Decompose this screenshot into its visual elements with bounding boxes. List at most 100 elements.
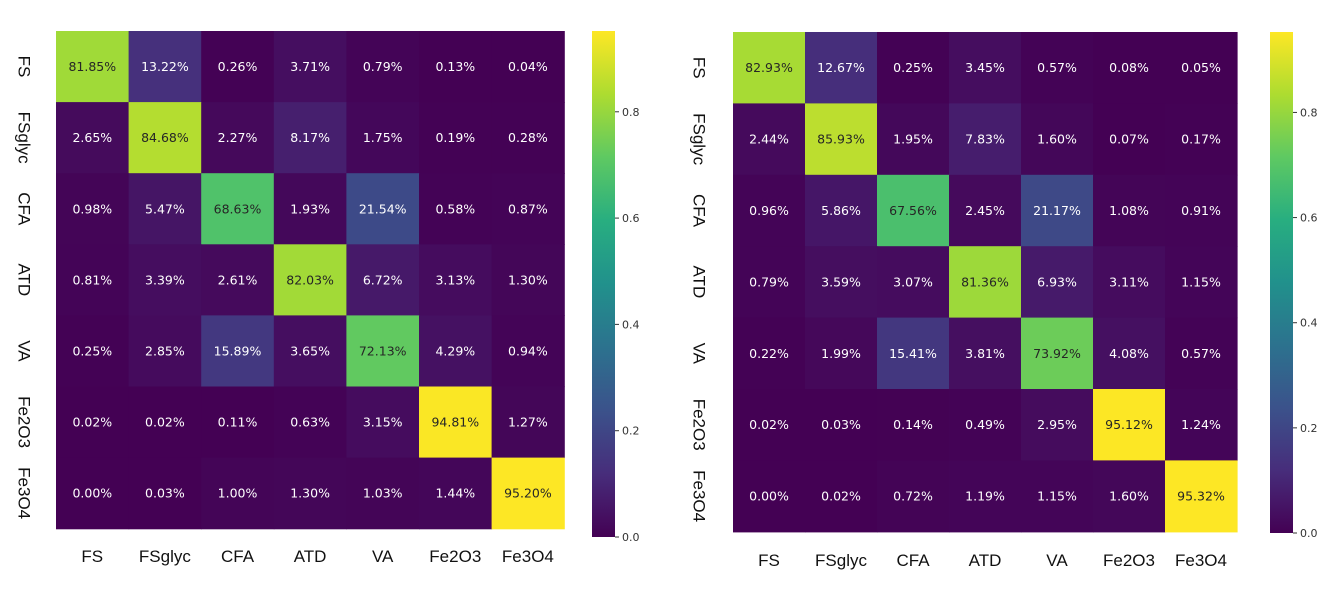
- heatmap-cell: [201, 315, 275, 388]
- cell-value-label: 95.12%: [1105, 417, 1153, 432]
- heatmap-cell: [491, 386, 565, 459]
- heatmap-cell: [1021, 32, 1094, 104]
- cell-value-label: 1.95%: [893, 132, 933, 147]
- cell-value-label: 0.02%: [145, 415, 185, 430]
- heatmap-cell: [419, 315, 493, 388]
- heatmap-cell: [877, 103, 950, 176]
- cell-value-label: 94.81%: [431, 415, 479, 430]
- cell-value-label: 0.13%: [435, 59, 475, 74]
- x-tick-label: FS: [758, 551, 780, 570]
- cell-value-label: 1.27%: [508, 415, 548, 430]
- cell-value-label: 1.24%: [1181, 417, 1221, 432]
- heatmap-cell: [1021, 317, 1094, 390]
- heatmap-cell: [805, 389, 878, 461]
- colorbar-tick-label: 0.4: [1300, 317, 1318, 330]
- cell-value-label: 0.58%: [435, 201, 475, 216]
- heatmap-cell: [1093, 317, 1166, 390]
- cell-value-label: 82.93%: [745, 60, 793, 75]
- heatmap-cell: [1093, 246, 1166, 319]
- cell-value-label: 0.04%: [508, 59, 548, 74]
- cell-value-label: 3.11%: [1109, 274, 1149, 289]
- y-tick-label: Fe3O4: [15, 467, 34, 519]
- heatmap-cell: [128, 31, 202, 103]
- cell-value-label: 2.61%: [218, 272, 258, 287]
- heatmap-cell: [1093, 174, 1166, 247]
- cell-value-label: 3.15%: [363, 415, 403, 430]
- heatmap-cell: [56, 102, 130, 174]
- cell-value-label: 68.63%: [214, 201, 262, 216]
- heatmap-cell: [805, 103, 878, 176]
- colorbar-tick-label: 0.0: [1300, 527, 1318, 540]
- cell-value-label: 0.17%: [1181, 132, 1221, 147]
- heatmap-cell: [346, 315, 420, 388]
- colorbar-tick-label: 0.4: [622, 318, 640, 331]
- heatmap-cell: [949, 389, 1022, 461]
- cell-value-label: 0.79%: [749, 274, 789, 289]
- cell-value-label: 95.20%: [504, 486, 552, 501]
- y-tick-label: ATD: [15, 263, 34, 296]
- cell-value-label: 0.00%: [749, 489, 789, 504]
- heatmap-cell: [733, 32, 806, 104]
- x-tick-label: CFA: [896, 551, 930, 570]
- cell-value-label: 3.59%: [821, 274, 861, 289]
- heatmap-cell: [1165, 460, 1238, 533]
- cell-value-label: 1.08%: [1109, 203, 1149, 218]
- heatmap-cell: [949, 246, 1022, 319]
- heatmap-cell: [733, 174, 806, 247]
- y-tick-label: VA: [690, 343, 709, 365]
- cell-value-label: 3.39%: [145, 272, 185, 287]
- cell-value-label: 2.44%: [749, 132, 789, 147]
- heatmap-cell: [805, 32, 878, 104]
- heatmap-cell: [1021, 174, 1094, 247]
- heatmap-cell: [1021, 460, 1094, 533]
- heatmap-cell: [201, 244, 275, 316]
- heatmap-cell: [733, 317, 806, 390]
- heatmap-cell: [877, 246, 950, 319]
- cell-value-label: 0.57%: [1181, 346, 1221, 361]
- heatmap-cell: [201, 457, 275, 530]
- heatmap-cell: [1165, 317, 1238, 390]
- heatmap-cell: [805, 174, 878, 247]
- heatmap-cell: [273, 244, 347, 316]
- heatmap-cell: [877, 460, 950, 533]
- heatmap-cell: [1021, 103, 1094, 176]
- heatmap-cell: [201, 386, 275, 459]
- heatmap-cell: [805, 460, 878, 533]
- heatmap-cell: [201, 102, 275, 174]
- heatmap-cell: [273, 31, 347, 103]
- cell-value-label: 0.72%: [893, 489, 933, 504]
- heatmap-cell: [1165, 32, 1238, 104]
- cell-value-label: 0.08%: [1109, 60, 1149, 75]
- cell-value-label: 0.02%: [821, 489, 861, 504]
- cell-value-label: 1.15%: [1037, 489, 1077, 504]
- x-tick-label: VA: [372, 547, 394, 566]
- heatmap-cell: [1165, 389, 1238, 461]
- colorbar-tick-label: 0.6: [1300, 212, 1318, 225]
- heatmap-cell: [419, 244, 493, 316]
- cell-value-label: 0.02%: [72, 415, 112, 430]
- cell-value-label: 81.36%: [961, 274, 1009, 289]
- heatmap-cell: [491, 173, 565, 245]
- x-tick-label: FSglyc: [139, 547, 191, 566]
- heatmap-cell: [491, 102, 565, 174]
- cell-value-label: 0.79%: [363, 59, 403, 74]
- y-tick-label: ATD: [690, 266, 709, 299]
- heatmap-cell: [949, 460, 1022, 533]
- heatmap-cell: [1165, 103, 1238, 176]
- cell-value-label: 1.75%: [363, 130, 403, 145]
- x-tick-label: FSglyc: [815, 551, 867, 570]
- cell-value-label: 1.99%: [821, 346, 861, 361]
- heatmap-cell: [877, 32, 950, 104]
- colorbar-tick-label: 0.6: [622, 212, 640, 225]
- cell-value-label: 95.32%: [1177, 489, 1225, 504]
- cell-value-label: 0.26%: [218, 59, 258, 74]
- heatmap-cell: [1093, 389, 1166, 461]
- heatmap-cell: [56, 457, 130, 530]
- colorbar: [592, 31, 615, 537]
- heatmap-cell: [733, 246, 806, 319]
- y-tick-label: VA: [15, 340, 34, 362]
- cell-value-label: 0.63%: [290, 415, 330, 430]
- cell-value-label: 0.94%: [508, 343, 548, 358]
- heatmap-cell: [201, 173, 275, 245]
- cell-value-label: 21.54%: [359, 201, 407, 216]
